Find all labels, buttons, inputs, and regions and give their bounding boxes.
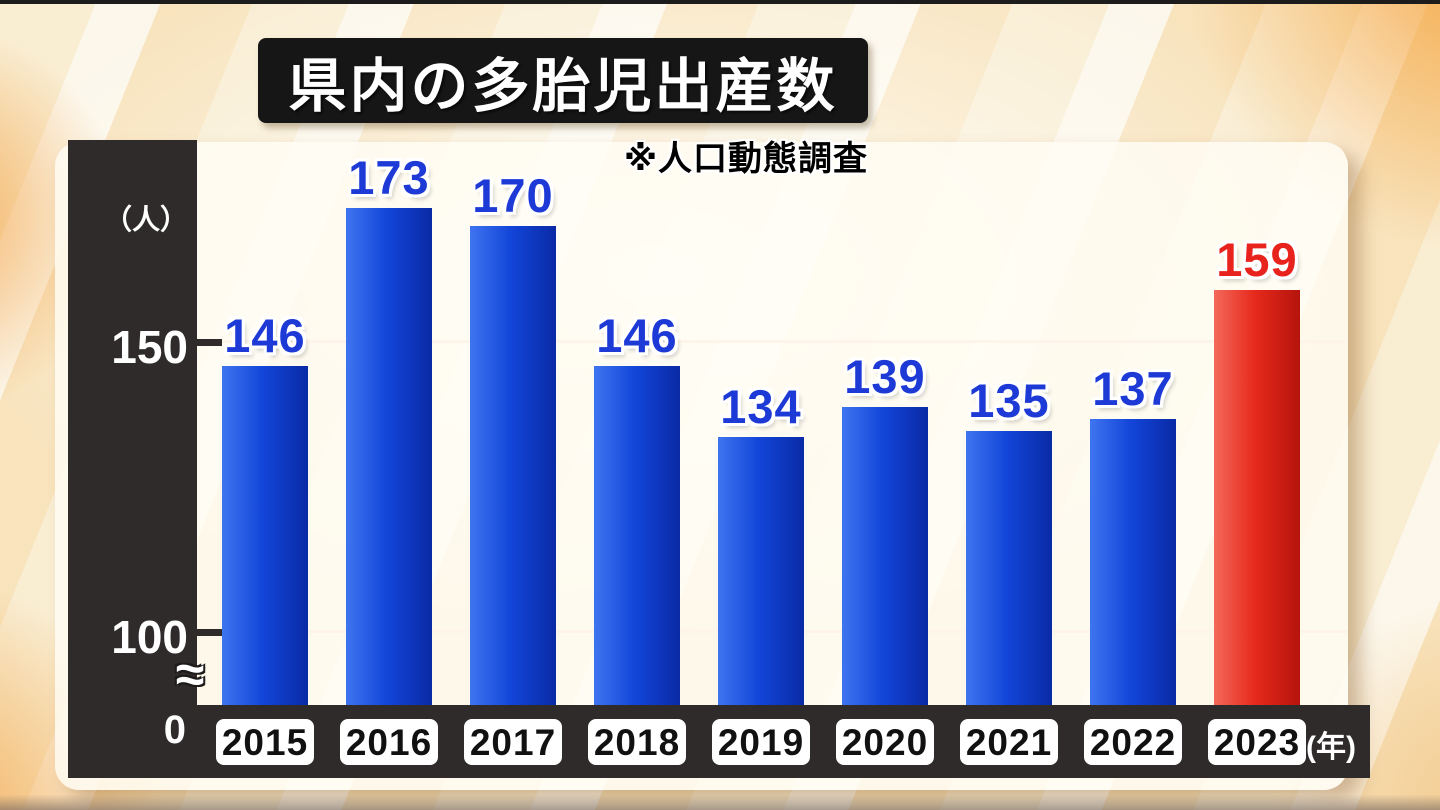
y-tick-150: 150 — [111, 321, 188, 373]
bar-2023 — [1214, 290, 1300, 705]
y-tick-mark-100 — [197, 629, 222, 636]
y-tick-100: 100 — [111, 611, 188, 663]
chart-title: 県内の多胎児出産数 — [288, 53, 838, 119]
bar-value-2019: 134 — [720, 379, 802, 433]
bar-2019 — [718, 436, 804, 705]
bar-value-2023: 159 — [1216, 233, 1298, 287]
bar-value-2017: 170 — [472, 168, 554, 222]
y-tick-0: 0 — [163, 708, 186, 752]
year-label-2022: 2022 — [1084, 719, 1182, 765]
source-note: ※人口動態調査 — [623, 140, 868, 178]
bar-value-2015: 146 — [224, 309, 306, 363]
year-label-2023: 2023 — [1208, 719, 1306, 765]
y-tick-mark-150 — [197, 339, 222, 346]
bar-2022 — [1090, 419, 1176, 705]
y-axis-unit-label: （人） — [103, 204, 188, 235]
bar-value-2020: 139 — [844, 350, 926, 404]
year-label-2019: 2019 — [712, 719, 810, 765]
year-label-2020: 2020 — [836, 719, 934, 765]
gridline-150 — [197, 340, 1348, 343]
bar-value-2016: 173 — [348, 151, 430, 205]
year-label-2017: 2017 — [464, 719, 562, 765]
screen-top-edge — [0, 0, 1440, 4]
bar-2020 — [842, 407, 928, 705]
bar-2017 — [470, 225, 556, 705]
bar-2021 — [966, 430, 1052, 705]
bar-value-2018: 146 — [596, 309, 678, 363]
bar-value-2022: 137 — [1092, 362, 1174, 416]
year-label-2018: 2018 — [588, 719, 686, 765]
year-label-2021: 2021 — [960, 719, 1058, 765]
y-axis-panel — [68, 140, 197, 778]
screen-bottom-edge — [0, 795, 1440, 810]
bar-2016 — [346, 208, 432, 705]
year-label-2016: 2016 — [340, 719, 438, 765]
chart-title-plate: 県内の多胎児出産数 — [258, 38, 868, 123]
bar-value-2021: 135 — [968, 373, 1050, 427]
bar-2018 — [594, 366, 680, 705]
year-label-2015: 2015 — [216, 719, 314, 765]
x-axis-unit-label: (年) — [1306, 731, 1356, 764]
bar-2015 — [222, 366, 308, 705]
axis-break-icon: ≈ — [175, 646, 205, 704]
